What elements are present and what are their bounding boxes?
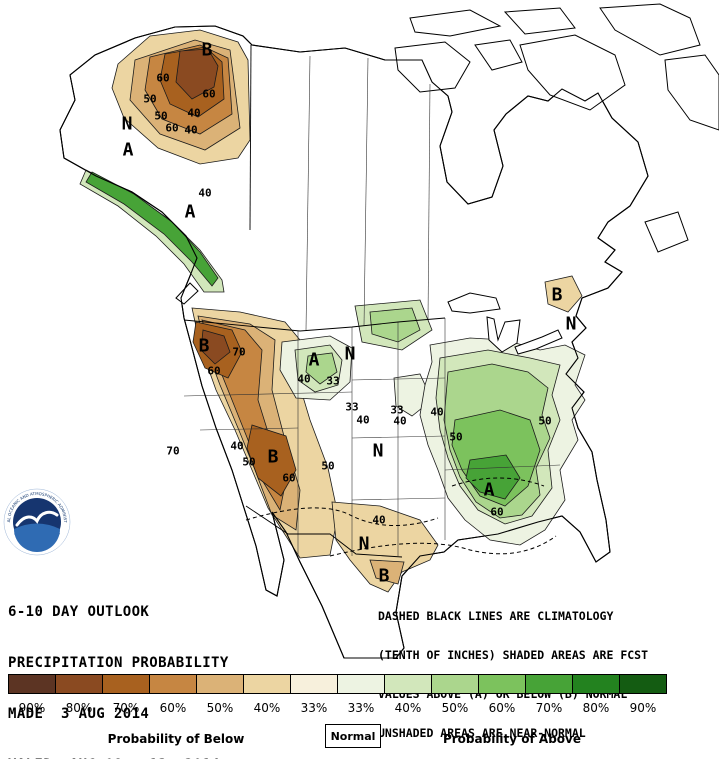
above-normal-regions <box>79 169 586 546</box>
legend-swatch <box>572 674 620 694</box>
above-label: Probability of Above <box>442 732 582 746</box>
legend-pct-label: 40% <box>253 701 281 715</box>
alaska-canada-border <box>249 44 252 231</box>
legend-pct-label: 33% <box>300 701 328 715</box>
legend-pct-label: 50% <box>206 701 234 715</box>
coastline-stroke <box>59 25 649 659</box>
great-lakes <box>447 292 563 355</box>
legend-swatch <box>384 674 432 694</box>
legend-swatch-col-0: 90% <box>8 674 56 715</box>
legend-swatch <box>243 674 291 694</box>
noaa-logo-svg: NATIONAL OCEANIC AND ATMOSPHERIC ADMINIS… <box>0 472 71 556</box>
legend-pct-label: 50% <box>441 701 469 715</box>
legend-pct-label: 33% <box>347 701 375 715</box>
legend-swatch-col-3: 60% <box>149 674 197 715</box>
legend-swatch <box>431 674 479 694</box>
legend-swatch-col-7: 33% <box>337 674 385 715</box>
legend-swatch <box>478 674 526 694</box>
legend-pct-label: 70% <box>535 701 563 715</box>
title-line-3: MADE 3 AUG 2014 <box>8 706 150 722</box>
title-line-1: 6-10 DAY OUTLOOK <box>8 604 150 620</box>
noaa-gull-icon <box>15 510 59 527</box>
legend-swatch <box>290 674 338 694</box>
legend-pct-label: 40% <box>394 701 422 715</box>
legend-swatch-col-6: 33% <box>290 674 338 715</box>
legend-swatch <box>102 674 150 694</box>
legend-pct-label: 80% <box>65 701 93 715</box>
title-line-4: VALID AUG 09 - 13, 2014 <box>8 757 229 759</box>
notes-line-1: DASHED BLACK LINES ARE CLIMATOLOGY <box>378 609 614 623</box>
legend-swatch-col-10: 60% <box>478 674 526 715</box>
title-line-2: PRECIPITATION PROBABILITY <box>8 655 229 671</box>
legend-swatch-col-9: 50% <box>431 674 479 715</box>
legend-pct-label: 90% <box>18 701 46 715</box>
legend-pct-label: 90% <box>629 701 657 715</box>
normal-label: Normal <box>325 724 381 748</box>
legend-swatch <box>337 674 385 694</box>
legend-swatch <box>525 674 573 694</box>
national-borders <box>183 44 446 558</box>
legend-swatch-col-4: 50% <box>196 674 244 715</box>
legend-swatch <box>55 674 103 694</box>
legend-swatch-col-11: 70% <box>525 674 573 715</box>
below-normal-regions <box>111 29 583 593</box>
legend: 90% 80% 70% 60% 50% 40% 33% 33% 40% 50% 60% 70% 80% 9… <box>0 672 719 759</box>
us-mexico-border <box>245 505 403 558</box>
legend-pct-label: 60% <box>159 701 187 715</box>
below-label: Probability of Below <box>107 732 245 746</box>
legend-swatch <box>8 674 56 694</box>
us-canada-border <box>183 317 446 332</box>
legend-color-scale: 90% 80% 70% 60% 50% 40% 33% 33% 40% 50% 60% 70% 80% 9… <box>8 674 667 715</box>
legend-swatch-col-1: 80% <box>55 674 103 715</box>
title-block: 6-10 DAY OUTLOOK PRECIPITATION PROBABILI… <box>8 570 229 759</box>
legend-swatch <box>619 674 667 694</box>
legend-pct-label: 70% <box>112 701 140 715</box>
maine-below-region <box>544 275 583 313</box>
climatology-dashed-lines <box>245 477 557 557</box>
legend-swatch <box>149 674 197 694</box>
notes-line-2: (TENTH OF INCHES) SHADED AREAS ARE FCST <box>378 648 649 662</box>
legend-swatch-col-13: 90% <box>619 674 667 715</box>
north-america-map <box>59 3 719 659</box>
legend-swatch-col-2: 70% <box>102 674 150 715</box>
legend-pct-label: 60% <box>488 701 516 715</box>
newfoundland-island <box>644 211 689 253</box>
notes-line-4: UNSHADED AREAS ARE NEAR-NORMAL <box>378 726 586 740</box>
legend-swatch <box>196 674 244 694</box>
state-borders <box>183 55 561 558</box>
legend-pct-label: 80% <box>582 701 610 715</box>
legend-swatch-col-5: 40% <box>243 674 291 715</box>
noaa-logo: NATIONAL OCEANIC AND ATMOSPHERIC ADMINIS… <box>0 472 72 571</box>
legend-swatch-col-12: 80% <box>572 674 620 715</box>
legend-swatch-col-8: 40% <box>384 674 432 715</box>
